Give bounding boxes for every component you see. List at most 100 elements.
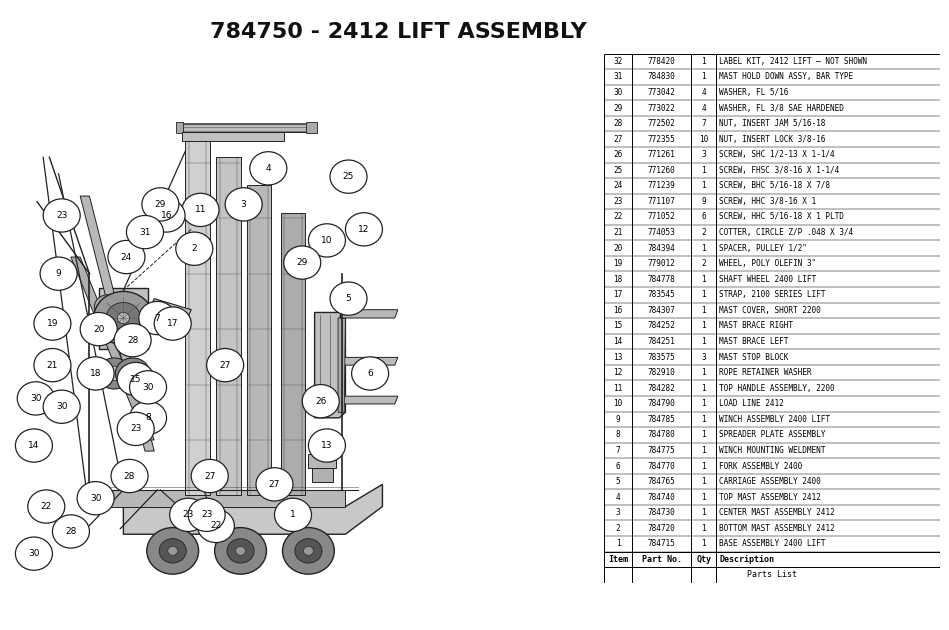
Circle shape [126,215,163,249]
Text: MAST HOLD DOWN ASSY, BAR TYPE: MAST HOLD DOWN ASSY, BAR TYPE [719,72,853,81]
Text: 30: 30 [28,549,40,558]
Text: LOAD LINE 2412: LOAD LINE 2412 [719,399,784,408]
Text: 6: 6 [367,369,373,378]
Text: 26: 26 [613,150,623,159]
Text: 784778: 784778 [648,275,676,284]
Text: 1: 1 [701,275,706,284]
Polygon shape [123,484,382,534]
Text: MAST BRACE RIGHT: MAST BRACE RIGHT [719,321,793,330]
Polygon shape [340,357,398,365]
Polygon shape [341,310,398,318]
Text: 29: 29 [297,258,307,267]
Text: SCREW, HHC 5/16-18 X 1 PLTD: SCREW, HHC 5/16-18 X 1 PLTD [719,212,844,222]
Text: 16: 16 [613,306,623,315]
Circle shape [77,481,114,515]
Circle shape [139,301,176,335]
Text: 4: 4 [701,103,706,113]
Text: 784252: 784252 [648,321,676,330]
Text: MAST STOP BLOCK: MAST STOP BLOCK [719,353,789,362]
Text: 28: 28 [65,527,77,536]
Text: WINCH MOUNTING WELDMENT: WINCH MOUNTING WELDMENT [719,446,826,455]
Text: 2: 2 [192,244,197,253]
Bar [281,213,306,495]
Text: Qty: Qty [697,555,712,564]
Polygon shape [111,490,345,507]
Text: 1: 1 [701,57,706,66]
Text: SHAFT WHEEL 2400 LIFT: SHAFT WHEEL 2400 LIFT [719,275,816,284]
Text: 784770: 784770 [648,462,676,471]
Text: 8: 8 [616,430,621,439]
Text: 784790: 784790 [648,399,676,408]
Text: 20: 20 [93,324,104,334]
Text: MAST BRACE LEFT: MAST BRACE LEFT [719,337,789,346]
Text: WASHER, FL 5/16: WASHER, FL 5/16 [719,88,789,97]
Text: 9: 9 [56,269,62,278]
Text: 1: 1 [701,244,706,253]
Text: BASE ASSEMBLY 2400 LIFT: BASE ASSEMBLY 2400 LIFT [719,539,826,548]
Text: 773022: 773022 [648,103,676,113]
Polygon shape [338,318,345,412]
Text: 17: 17 [613,290,623,299]
Text: WASHER, FL 3/8 SAE HARDENED: WASHER, FL 3/8 SAE HARDENED [719,103,844,113]
Text: 8: 8 [145,413,151,422]
Text: 784394: 784394 [648,244,676,253]
Circle shape [17,382,54,415]
Circle shape [44,199,80,232]
Text: SCREW, BHC 5/16-18 X 7/8: SCREW, BHC 5/16-18 X 7/8 [719,181,830,190]
Text: 11: 11 [195,205,206,214]
Circle shape [124,366,140,381]
Text: SCREW, FHSC 3/8-16 X 1-1/4: SCREW, FHSC 3/8-16 X 1-1/4 [719,166,839,175]
Text: SCREW, HHC 3/8-16 X 1: SCREW, HHC 3/8-16 X 1 [719,197,816,206]
Bar [185,130,210,495]
Text: 1: 1 [701,306,706,315]
Circle shape [168,546,177,555]
Text: 774053: 774053 [648,228,676,237]
Circle shape [207,348,244,382]
Circle shape [214,527,267,574]
Text: 14: 14 [613,337,623,346]
Text: 23: 23 [201,510,213,519]
Bar [99,287,148,348]
Bar [308,454,336,467]
Circle shape [106,366,122,381]
Text: 30: 30 [56,402,67,411]
Text: 1: 1 [701,166,706,175]
Circle shape [284,246,321,279]
Text: 25: 25 [613,166,623,175]
Text: 9: 9 [701,197,706,206]
Text: 773042: 773042 [648,88,676,97]
Circle shape [250,152,287,185]
Circle shape [111,459,148,493]
Text: 1: 1 [701,430,706,439]
Circle shape [274,498,311,532]
Circle shape [94,292,153,345]
Circle shape [108,241,145,273]
Text: 1: 1 [290,510,296,519]
Circle shape [52,515,89,548]
Text: 784830: 784830 [648,72,676,81]
Circle shape [80,312,118,346]
Circle shape [116,358,150,389]
Text: 4: 4 [616,493,621,501]
Text: 12: 12 [613,368,623,377]
Text: 31: 31 [140,227,151,237]
Text: 1: 1 [701,446,706,455]
Text: 12: 12 [359,225,369,234]
Text: 784282: 784282 [648,384,676,392]
Text: 19: 19 [613,259,623,268]
Text: 1: 1 [701,181,706,190]
Text: 7: 7 [616,446,621,455]
Text: 23: 23 [613,197,623,206]
Text: 1: 1 [701,384,706,392]
Circle shape [114,324,151,357]
Text: 1: 1 [701,539,706,548]
Text: 2: 2 [701,228,706,237]
Text: WINCH ASSEMBLY 2400 LIFT: WINCH ASSEMBLY 2400 LIFT [719,415,830,424]
Circle shape [34,348,71,382]
Text: 10: 10 [321,236,333,245]
Text: NUT, INSERT JAM 5/16-18: NUT, INSERT JAM 5/16-18 [719,119,826,128]
Text: NUT, INSERT LOCK 3/8-16: NUT, INSERT LOCK 3/8-16 [719,135,826,144]
Text: 28: 28 [124,471,135,481]
Text: 13: 13 [613,353,623,362]
Polygon shape [182,132,284,140]
